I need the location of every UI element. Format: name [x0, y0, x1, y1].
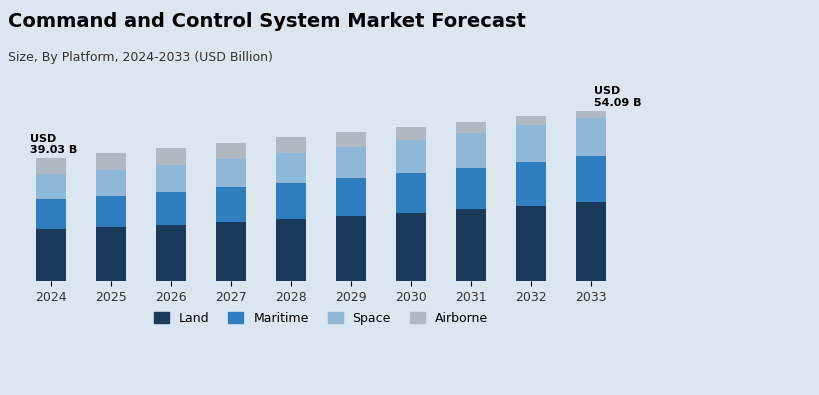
Bar: [456, 122, 486, 133]
Bar: [576, 202, 606, 281]
Bar: [276, 219, 306, 281]
Bar: [336, 216, 366, 281]
Text: USD
39.03 B: USD 39.03 B: [30, 134, 77, 155]
Bar: [576, 156, 606, 202]
Bar: [276, 183, 306, 219]
Bar: [516, 126, 546, 162]
Text: USD
54.09 B: USD 54.09 B: [594, 86, 641, 108]
Bar: [96, 153, 126, 170]
Bar: [216, 222, 246, 281]
Bar: [516, 116, 546, 126]
Bar: [516, 162, 546, 206]
Bar: [396, 173, 426, 213]
Text: Command and Control System Market Forecast: Command and Control System Market Foreca…: [8, 12, 526, 31]
Bar: [156, 192, 186, 225]
Bar: [576, 111, 606, 118]
Bar: [216, 143, 246, 159]
Legend: Land, Maritime, Space, Airborne: Land, Maritime, Space, Airborne: [149, 307, 493, 330]
Bar: [576, 118, 606, 156]
Bar: [156, 225, 186, 281]
Bar: [336, 178, 366, 216]
Bar: [336, 147, 366, 178]
Bar: [456, 133, 486, 167]
Bar: [156, 164, 186, 192]
Bar: [276, 153, 306, 183]
Bar: [216, 159, 246, 188]
Bar: [396, 213, 426, 281]
Bar: [216, 188, 246, 222]
Bar: [96, 227, 126, 281]
Bar: [456, 209, 486, 281]
Bar: [396, 140, 426, 173]
Bar: [516, 206, 546, 281]
Bar: [456, 167, 486, 209]
Bar: [36, 158, 66, 174]
Bar: [156, 148, 186, 164]
Text: Size, By Platform, 2024-2033 (USD Billion): Size, By Platform, 2024-2033 (USD Billio…: [8, 51, 273, 64]
Bar: [396, 127, 426, 140]
Bar: [276, 137, 306, 153]
Bar: [96, 170, 126, 196]
Bar: [36, 199, 66, 229]
Bar: [36, 174, 66, 199]
Bar: [36, 229, 66, 281]
Bar: [336, 132, 366, 147]
Bar: [96, 196, 126, 227]
